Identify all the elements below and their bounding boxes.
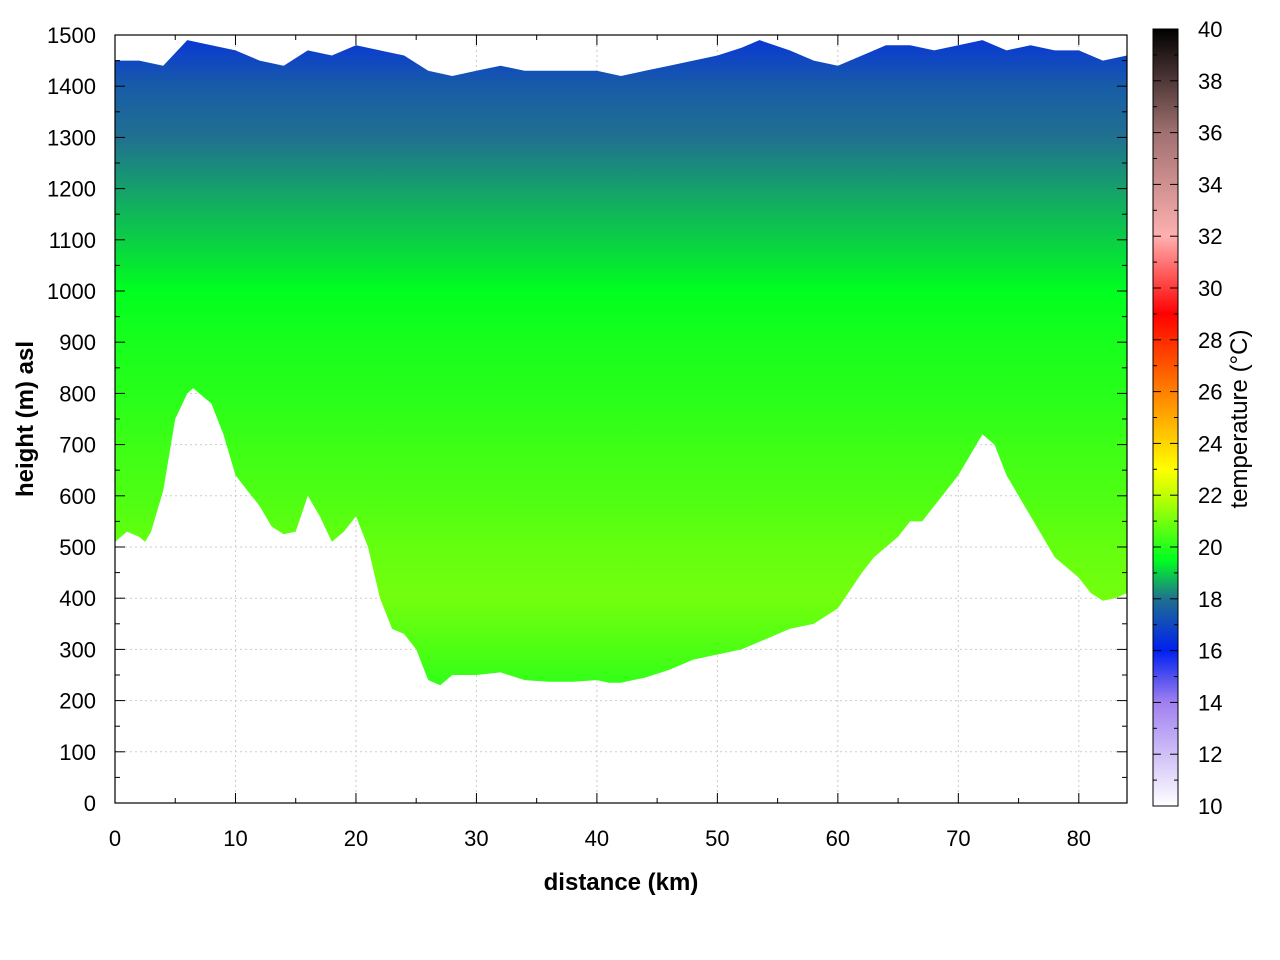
colorbar-tick-label: 30 [1198,276,1222,301]
y-axis-title: height (m) asl [12,341,39,497]
y-tick-label: 100 [59,740,96,765]
y-tick-label: 300 [59,637,96,662]
x-axis-title: distance (km) [544,869,699,896]
colorbar-tick-label: 18 [1198,587,1222,612]
colorbar-tick-label: 32 [1198,224,1222,249]
colorbar-tick-label: 14 [1198,690,1222,715]
colorbar-tick-label: 28 [1198,328,1222,353]
colorbar-tick-label: 16 [1198,639,1222,664]
y-tick-label: 1000 [47,279,96,304]
x-tick-label: 40 [585,826,609,851]
colorbar-tick-label: 40 [1198,17,1222,42]
colorbar-tick-label: 12 [1198,742,1222,767]
colorbar-tick-label: 22 [1198,483,1222,508]
y-tick-label: 400 [59,586,96,611]
temperature-field [115,40,1127,686]
colorbar-tick-label: 10 [1198,794,1222,819]
y-tick-label: 200 [59,689,96,714]
temperature-area [115,40,1127,686]
x-tick-label: 10 [223,826,247,851]
y-tick-label: 1300 [47,125,96,150]
y-tick-label: 1100 [49,228,96,253]
colorbar [1152,28,1179,807]
y-tick-label: 1200 [47,177,96,202]
colorbar-tick-label: 34 [1198,172,1222,197]
y-tick-label: 0 [84,791,96,816]
colorbar-title: temperature (°C) [1226,330,1253,509]
x-tick-label: 0 [109,826,121,851]
x-tick-label: 50 [705,826,729,851]
y-axis-ticks: 0 100 200 300 400 500 600 700 800 900 1000 1100 1200… [47,23,1127,816]
x-tick-label: 20 [344,826,368,851]
x-tick-label: 60 [826,826,850,851]
colorbar-tick-label: 24 [1198,431,1222,456]
colorbar-tick-label: 26 [1198,380,1222,405]
y-tick-label: 1500 [47,23,96,48]
y-tick-label: 700 [59,433,96,458]
colorbar-ticks: 10 12 14 16 18 20 22 24 26 28 30 32 34 36 38 40 [1153,17,1222,819]
y-tick-label: 900 [59,330,96,355]
colorbar-tick-label: 20 [1198,535,1222,560]
x-axis-ticks: 0 10 20 30 40 50 60 70 80 [109,35,1091,851]
x-tick-label: 70 [946,826,970,851]
colorbar-tick-label: 36 [1198,121,1222,146]
colorbar-tick-label: 38 [1198,69,1222,94]
y-tick-label: 1400 [47,74,96,99]
y-tick-label: 800 [59,381,96,406]
y-tick-label: 600 [59,484,96,509]
x-tick-label: 30 [464,826,488,851]
y-tick-label: 500 [59,535,96,560]
x-tick-label: 80 [1067,826,1091,851]
